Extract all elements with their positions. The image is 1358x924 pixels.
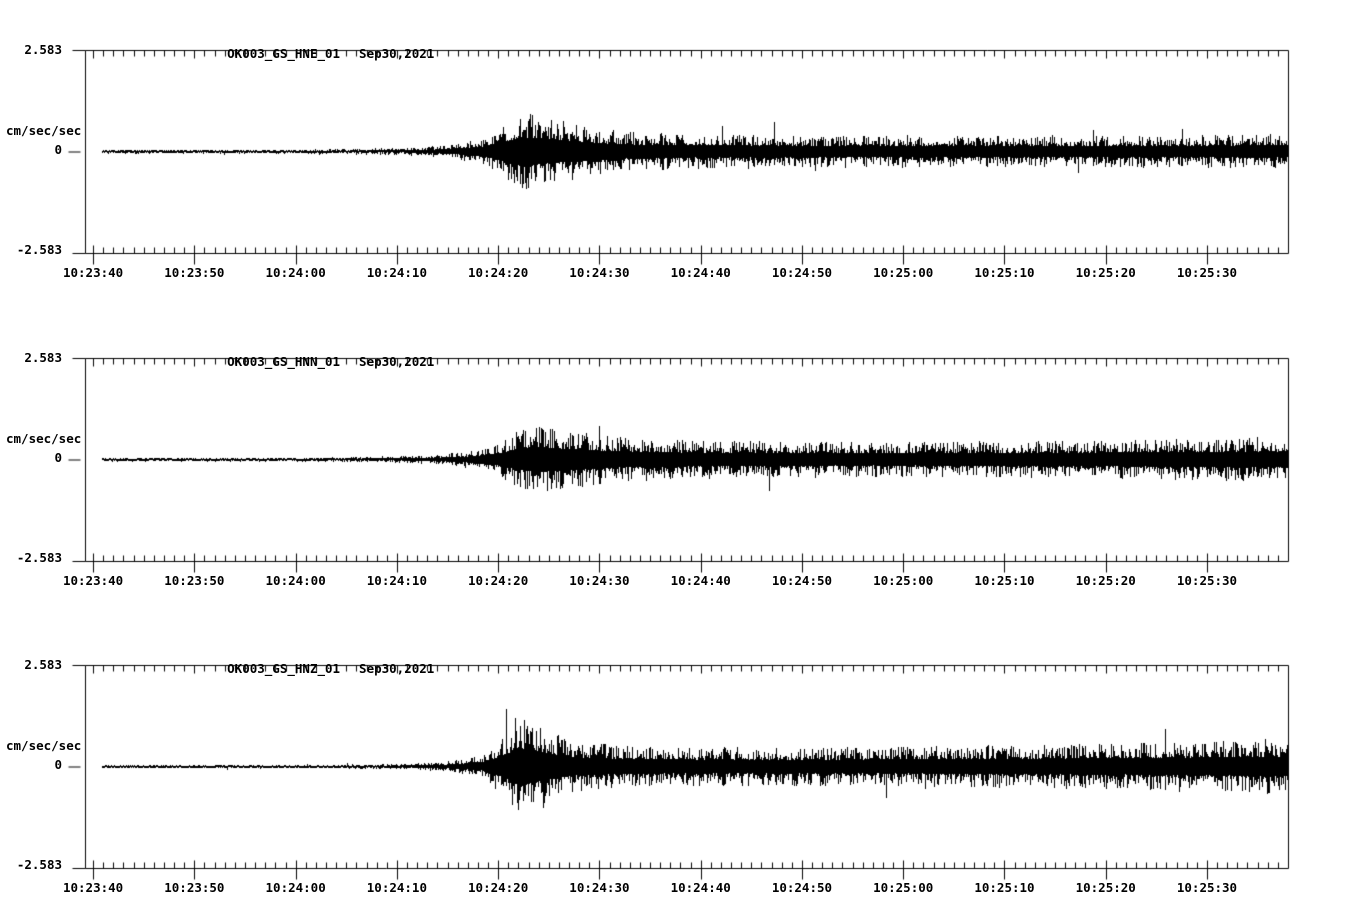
y-axis-min-label: -2.583 [16, 550, 62, 565]
y-axis-min-label: -2.583 [16, 242, 62, 257]
y-axis-zero-label: 0 [54, 757, 62, 772]
y-axis-max-label: 2.583 [24, 42, 62, 57]
y-axis-zero-label: 0 [54, 450, 62, 465]
seismogram-panel-hne: OK003_GS_HNE_01Sep30,2021 2.583 cm/sec/s… [0, 33, 1358, 333]
waveform-canvas-hne [60, 48, 1306, 268]
y-axis-zero-label: 0 [54, 142, 62, 157]
waveform-canvas-hnn [60, 356, 1306, 576]
y-axis-max-label: 2.583 [24, 350, 62, 365]
waveform-canvas-hnz [60, 663, 1306, 883]
y-axis-max-label: 2.583 [24, 657, 62, 672]
y-axis-min-label: -2.583 [16, 857, 62, 872]
seismogram-panel-hnn: OK003_GS_HNN_01Sep30,2021 2.583 cm/sec/s… [0, 341, 1358, 641]
seismogram-panel-hnz: OK003_GS_HNZ_01Sep30,2021 2.583 cm/sec/s… [0, 648, 1358, 924]
